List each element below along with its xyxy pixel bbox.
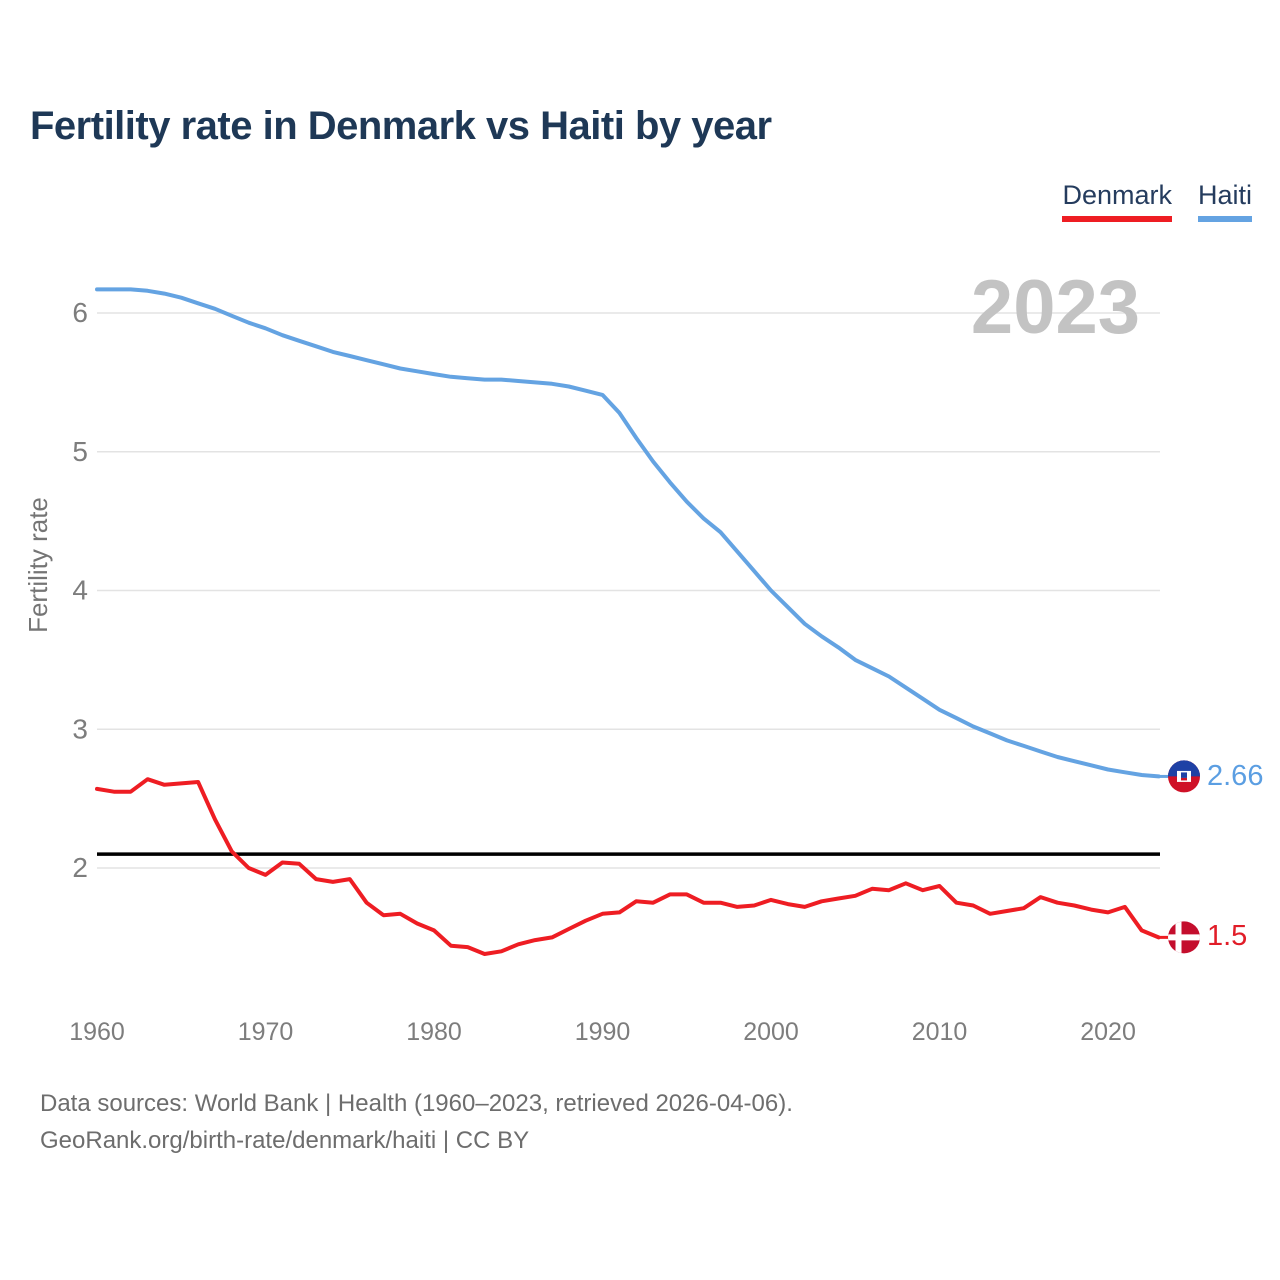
y-tick-6: 6: [72, 297, 88, 328]
y-tick-5: 5: [72, 436, 88, 467]
series-line-denmark: [95, 777, 1161, 956]
y-tick-2: 2: [72, 852, 88, 883]
x-tick-2020: 2020: [1080, 1018, 1136, 1046]
denmark-end-value: 1.5: [1207, 920, 1248, 952]
x-tick-1990: 1990: [575, 1018, 631, 1046]
legend-item-haiti[interactable]: Haiti: [1197, 180, 1252, 222]
y-axis-label: Fertility rate: [23, 497, 53, 633]
x-tick-2000: 2000: [743, 1018, 799, 1046]
x-tick-1960: 1960: [69, 1018, 125, 1046]
chart-footer: Data sources: World Bank | Health (1960–…: [40, 1085, 793, 1159]
page-title: Fertility rate in Denmark vs Haiti by ye…: [30, 104, 772, 148]
x-tick-2010: 2010: [912, 1018, 968, 1046]
legend-item-denmark[interactable]: Denmark: [1062, 180, 1172, 222]
series-line-haiti: [95, 287, 1161, 779]
y-tick-4: 4: [72, 575, 88, 606]
x-tick-1970: 1970: [238, 1018, 294, 1046]
footer-sources-line: Data sources: World Bank | Health (1960–…: [40, 1090, 793, 1117]
y-tick-3: 3: [72, 713, 88, 744]
haiti-end-value: 2.66: [1207, 760, 1264, 792]
year-watermark: 2023: [970, 265, 1140, 350]
x-tick-1980: 1980: [406, 1018, 462, 1046]
haiti-flag-icon: [1168, 760, 1200, 793]
chart-legend: Denmark Haiti: [1062, 180, 1252, 222]
denmark-flag-icon: [1168, 921, 1200, 954]
footer-attribution-line: GeoRank.org/birth-rate/denmark/haiti | C…: [40, 1127, 530, 1154]
